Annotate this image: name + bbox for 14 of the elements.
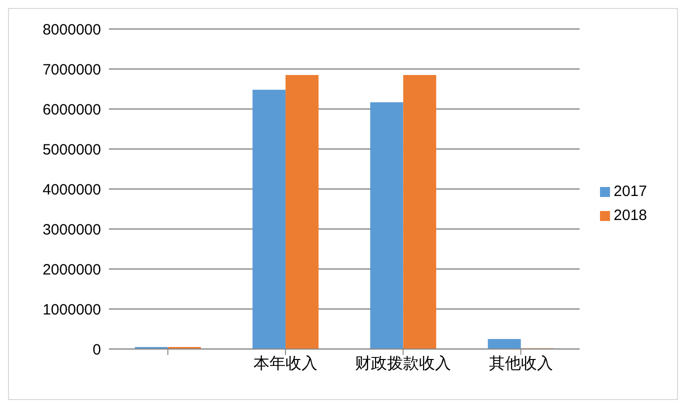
y-tick-label: 4000000 (42, 181, 101, 198)
y-tick-label: 3000000 (42, 221, 101, 238)
y-tick-label: 2000000 (42, 261, 101, 278)
y-tick-label: 6000000 (42, 101, 101, 118)
x-tick-label: 财政拨款收入 (355, 354, 452, 372)
x-tick-label: 其他收入 (488, 354, 553, 372)
y-tick-label: 1000000 (42, 301, 101, 318)
legend-label: 2018 (614, 207, 647, 224)
x-tick-label: 本年收入 (253, 354, 318, 372)
y-tick-label: 8000000 (42, 21, 101, 38)
y-tick-label: 5000000 (42, 141, 101, 158)
legend-label: 2017 (614, 183, 647, 200)
y-tick-label: 7000000 (42, 61, 101, 78)
y-tick-label: 0 (92, 341, 101, 358)
